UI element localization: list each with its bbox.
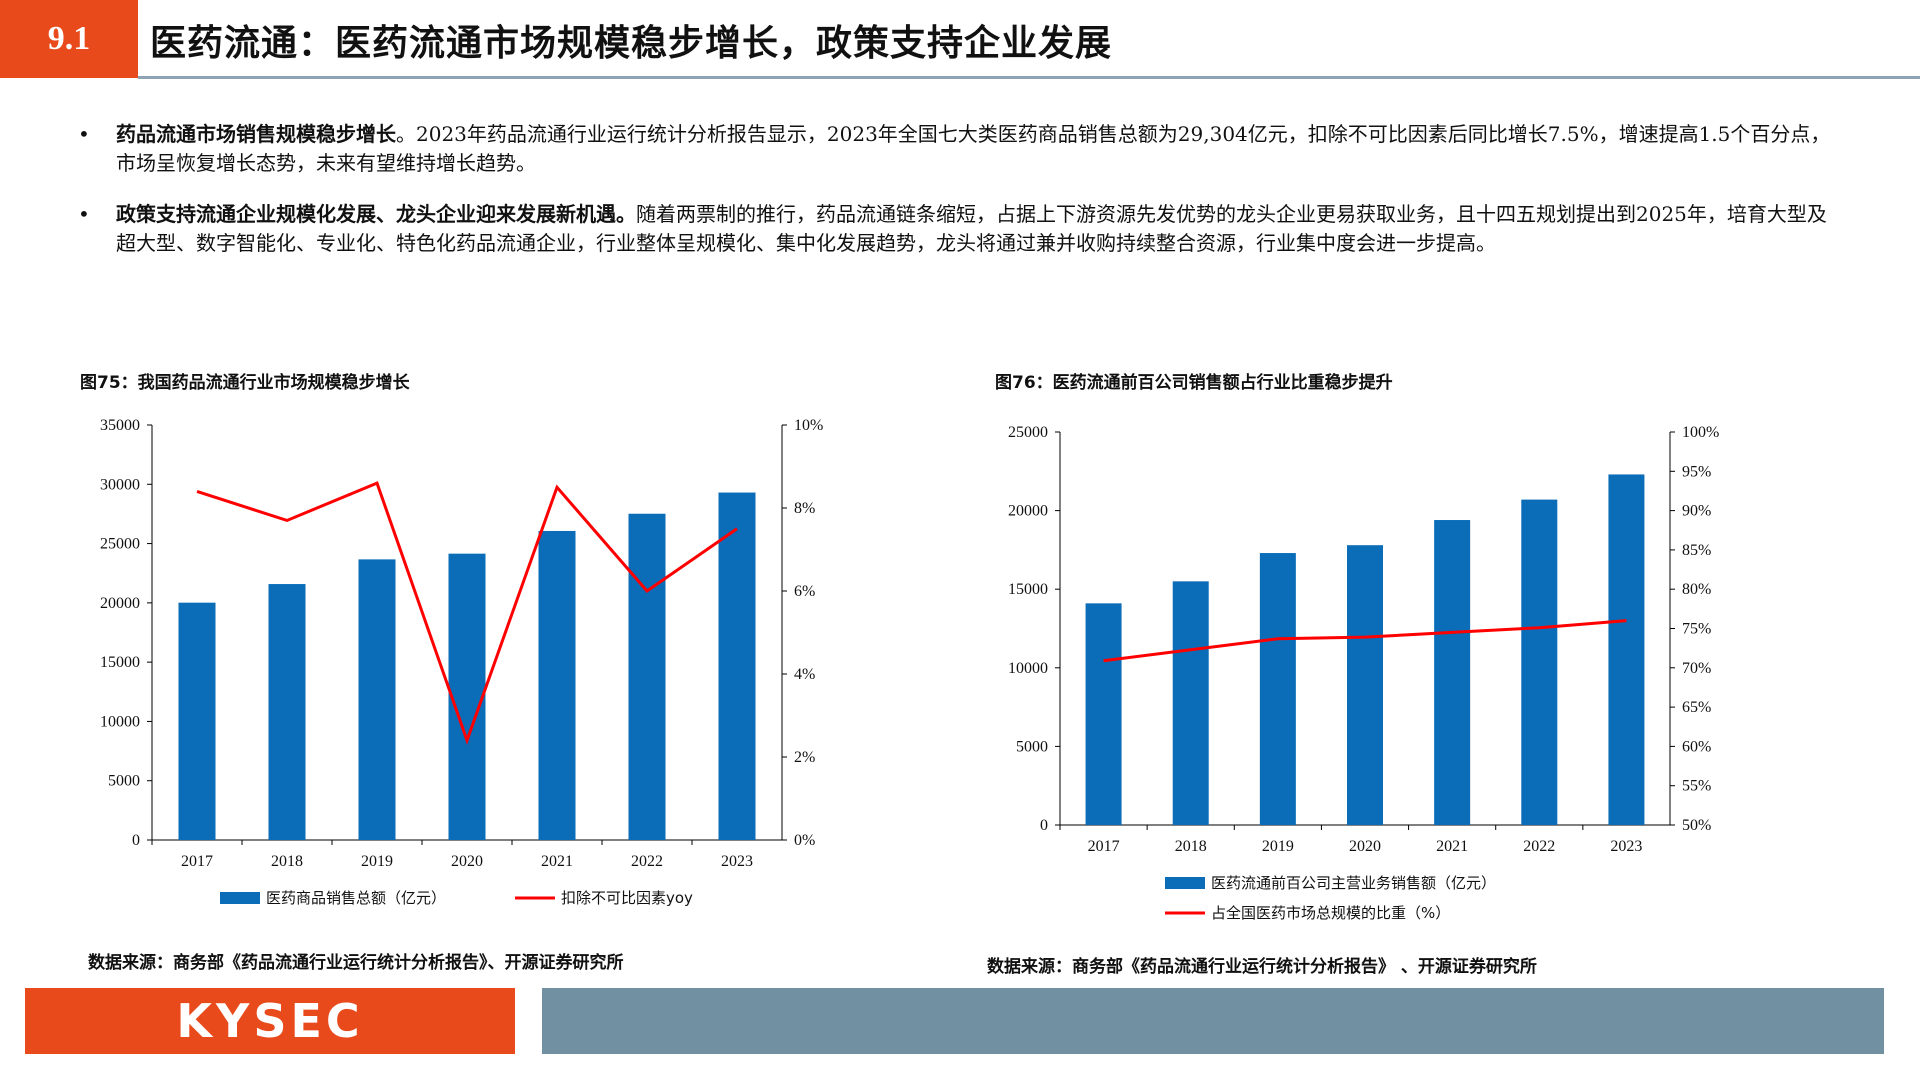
right-axis-tick-label: 0% xyxy=(794,832,815,849)
bullet-text: 随着两票制的推行，药品流通链条缩短，占据上下游资源先发优势的龙头企业更易获取业务… xyxy=(116,202,1827,255)
figure-75-source: 数据来源：商务部《药品流通行业运行统计分析报告》、开源证券研究所 xyxy=(88,953,624,973)
bullet-text: 。2023年药品流通行业运行统计分析报告显示，2023年全国七大类医药商品销售总… xyxy=(116,122,1831,175)
bullet-heading: 药品流通市场销售规模稳步增长 xyxy=(116,122,396,146)
bar xyxy=(358,559,396,840)
right-axis-tick-label: 50% xyxy=(1682,817,1711,834)
bar xyxy=(448,553,486,840)
right-axis-tick-label: 85% xyxy=(1682,542,1711,559)
left-axis-tick-label: 0 xyxy=(132,832,140,849)
x-axis-tick-label: 2023 xyxy=(721,853,753,870)
x-axis-tick-label: 2020 xyxy=(451,853,483,870)
bar xyxy=(1521,499,1558,825)
left-axis-tick-label: 10000 xyxy=(1008,660,1048,677)
x-axis-tick-label: 2021 xyxy=(541,853,573,870)
legend-label: 医药商品销售总额（亿元） xyxy=(266,889,446,907)
bullet-list: • 药品流通市场销售规模稳步增长。2023年药品流通行业运行统计分析报告显示，2… xyxy=(78,120,1838,280)
legend-label: 占全国医药市场总规模的比重（%） xyxy=(1211,904,1450,922)
bar xyxy=(1608,474,1645,825)
legend-swatch-bar xyxy=(1165,877,1205,889)
left-axis-tick-label: 30000 xyxy=(100,476,140,493)
left-axis-tick-label: 5000 xyxy=(108,773,140,790)
bar xyxy=(268,584,306,840)
bar xyxy=(538,530,576,840)
right-axis-tick-label: 8% xyxy=(794,500,815,517)
x-axis-tick-label: 2017 xyxy=(1088,838,1120,855)
right-axis-tick-label: 65% xyxy=(1682,699,1711,716)
x-axis-tick-label: 2020 xyxy=(1349,838,1381,855)
right-axis-tick-label: 55% xyxy=(1682,778,1711,795)
bar xyxy=(1085,603,1122,825)
right-axis-tick-label: 4% xyxy=(794,666,815,683)
x-axis-tick-label: 2019 xyxy=(1262,838,1294,855)
right-axis-tick-label: 95% xyxy=(1682,463,1711,480)
footer-bar xyxy=(542,988,1884,1054)
figure-76-chart: 0 5000 10000 15000 20000 25000 50% 55% 60% 65% 70%… xyxy=(1008,424,1719,922)
legend-label: 医药流通前百公司主营业务销售额（亿元） xyxy=(1211,874,1496,892)
figure-76-source: 数据来源：商务部《药品流通行业运行统计分析报告》 、开源证券研究所 xyxy=(987,957,1537,977)
section-number: 9.1 xyxy=(0,0,138,78)
bullet-item: • 政策支持流通企业规模化发展、龙头企业迎来发展新机遇。随着两票制的推行，药品流… xyxy=(78,200,1838,258)
left-axis-tick-label: 20000 xyxy=(1008,503,1048,520)
right-axis-tick-label: 100% xyxy=(1682,424,1719,441)
right-axis-tick-label: 80% xyxy=(1682,581,1711,598)
left-axis-tick-label: 15000 xyxy=(100,654,140,671)
left-axis-tick-label: 0 xyxy=(1040,817,1048,834)
legend-label: 扣除不可比因素yoy xyxy=(561,889,693,907)
page-title: 医药流通：医药流通市场规模稳步增长，政策支持企业发展 xyxy=(150,23,1113,64)
bullet-item: • 药品流通市场销售规模稳步增长。2023年药品流通行业运行统计分析报告显示，2… xyxy=(78,120,1838,178)
bar xyxy=(1172,581,1209,825)
x-axis-tick-label: 2018 xyxy=(271,853,303,870)
left-axis-tick-label: 15000 xyxy=(1008,581,1048,598)
bar xyxy=(628,513,666,840)
left-axis-tick-label: 10000 xyxy=(100,713,140,730)
left-axis-tick-label: 25000 xyxy=(1008,424,1048,441)
x-axis-tick-label: 2017 xyxy=(181,853,213,870)
bar xyxy=(718,492,756,840)
bullet-marker: • xyxy=(78,122,90,146)
x-axis-tick-label: 2022 xyxy=(631,853,663,870)
bar xyxy=(1347,545,1383,825)
title-divider xyxy=(138,76,1920,79)
right-axis-tick-label: 6% xyxy=(794,583,815,600)
bar xyxy=(1434,520,1471,825)
right-axis-tick-label: 75% xyxy=(1682,621,1711,638)
bar xyxy=(1259,553,1296,825)
bar xyxy=(178,602,216,840)
right-axis-tick-label: 90% xyxy=(1682,503,1711,520)
left-axis-tick-label: 25000 xyxy=(100,536,140,553)
figure-75-title: 图75：我国药品流通行业市场规模稳步增长 xyxy=(80,373,410,393)
bullet-heading: 政策支持流通企业规模化发展、龙头企业迎来发展新机遇。 xyxy=(116,202,636,226)
left-axis-tick-label: 20000 xyxy=(100,595,140,612)
legend-swatch-bar xyxy=(220,892,260,904)
left-axis-tick-label: 35000 xyxy=(100,417,140,434)
figure-75-chart: 0 5000 10000 15000 20000 25000 30000 35000 0% 2% 4… xyxy=(100,417,823,907)
x-axis-tick-label: 2023 xyxy=(1610,838,1642,855)
left-axis-tick-label: 5000 xyxy=(1016,738,1048,755)
right-axis-tick-label: 70% xyxy=(1682,660,1711,677)
right-axis-tick-label: 2% xyxy=(794,749,815,766)
x-axis-tick-label: 2021 xyxy=(1436,838,1468,855)
x-axis-tick-label: 2019 xyxy=(361,853,393,870)
bullet-marker: • xyxy=(78,202,90,226)
figure-76-title: 图76：医药流通前百公司销售额占行业比重稳步提升 xyxy=(995,373,1393,393)
header: 9.1 医药流通：医药流通市场规模稳步增长，政策支持企业发展 xyxy=(0,0,1920,79)
right-axis-tick-label: 10% xyxy=(794,417,823,434)
kysec-logo: KYSEC xyxy=(25,988,515,1054)
right-axis-tick-label: 60% xyxy=(1682,738,1711,755)
x-axis-tick-label: 2018 xyxy=(1175,838,1207,855)
x-axis-tick-label: 2022 xyxy=(1523,838,1555,855)
